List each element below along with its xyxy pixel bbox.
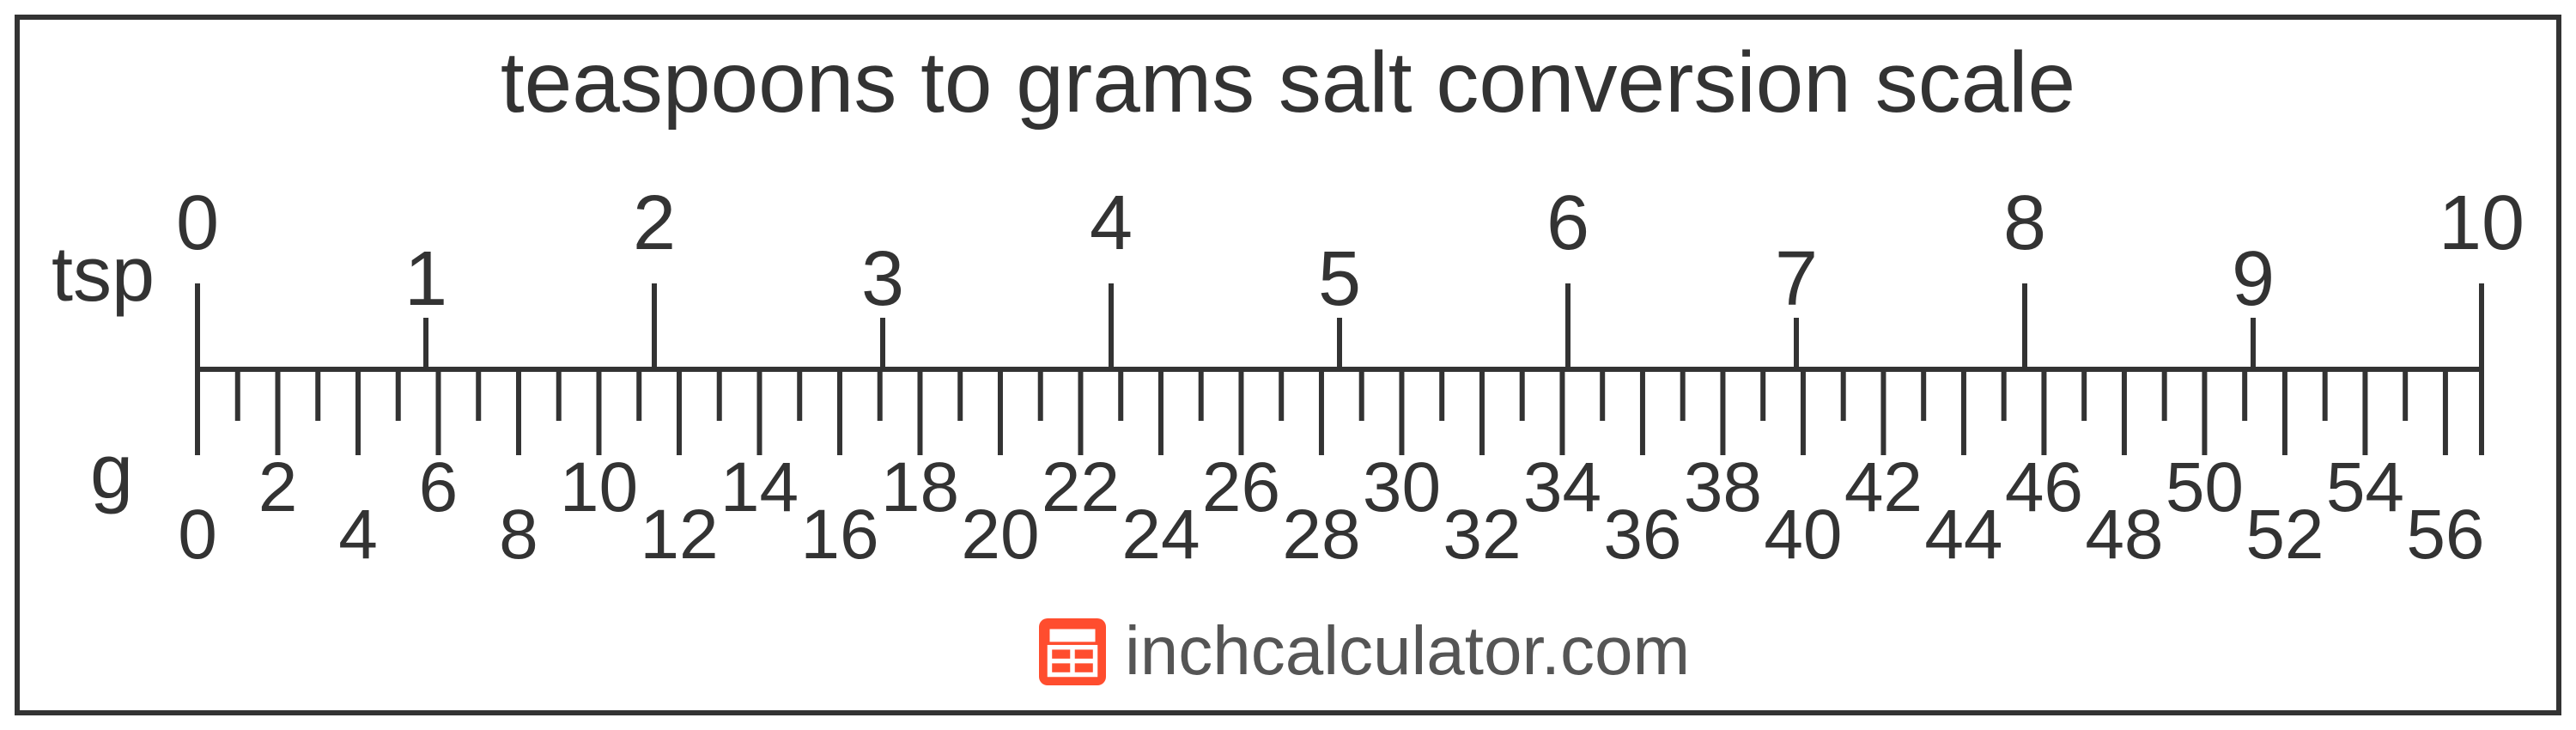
tsp-tick-label: 2: [633, 180, 676, 266]
conversion-scale-card: teaspoons to grams salt conversion scale…: [0, 0, 2576, 730]
g-tick-label: 0: [178, 496, 217, 574]
tsp-tick-label: 10: [2439, 180, 2524, 266]
g-tick-label: 18: [881, 448, 959, 526]
tsp-tick-label: 5: [1318, 236, 1361, 322]
g-tick-label: 52: [2245, 496, 2324, 574]
g-tick-label: 38: [1684, 448, 1762, 526]
footer-site-text: inchcalculator.com: [1125, 612, 1690, 689]
g-tick-label: 54: [2326, 448, 2404, 526]
tsp-tick-label: 7: [1775, 236, 1818, 322]
g-tick-label: 32: [1443, 496, 1521, 574]
tsp-tick-label: 3: [861, 236, 904, 322]
g-tick-label: 14: [720, 448, 799, 526]
g-tick-label: 12: [640, 496, 718, 574]
g-tick-label: 50: [2166, 448, 2244, 526]
g-unit-label: g: [90, 429, 133, 515]
tsp-unit-label: tsp: [52, 232, 155, 318]
g-tick-label: 4: [338, 496, 378, 574]
g-tick-label: 20: [961, 496, 1039, 574]
g-tick-label: 8: [499, 496, 538, 574]
tsp-tick-label: 4: [1090, 180, 1133, 266]
calculator-icon-screen: [1049, 629, 1095, 642]
g-tick-label: 10: [560, 448, 638, 526]
g-tick-label: 22: [1042, 448, 1120, 526]
g-tick-label: 16: [800, 496, 878, 574]
g-tick-label: 28: [1282, 496, 1360, 574]
g-tick-label: 26: [1202, 448, 1280, 526]
scale-svg: teaspoons to grams salt conversion scale…: [0, 0, 2576, 730]
g-tick-label: 40: [1764, 496, 1842, 574]
g-tick-label: 46: [2005, 448, 2083, 526]
g-tick-label: 30: [1363, 448, 1441, 526]
g-tick-label: 6: [419, 448, 459, 526]
g-tick-label: 44: [1924, 496, 2002, 574]
tsp-tick-label: 1: [404, 236, 447, 322]
g-tick-label: 48: [2085, 496, 2163, 574]
tsp-tick-label: 8: [2003, 180, 2046, 266]
g-tick-label: 56: [2406, 496, 2484, 574]
g-tick-label: 36: [1603, 496, 1681, 574]
g-tick-label: 34: [1523, 448, 1601, 526]
chart-title: teaspoons to grams salt conversion scale: [501, 34, 2075, 131]
g-tick-label: 42: [1844, 448, 1923, 526]
g-tick-label: 2: [258, 448, 298, 526]
tsp-tick-label: 6: [1546, 180, 1589, 266]
tsp-tick-label: 9: [2232, 236, 2275, 322]
g-tick-label: 24: [1121, 496, 1200, 574]
tsp-tick-label: 0: [176, 180, 219, 266]
